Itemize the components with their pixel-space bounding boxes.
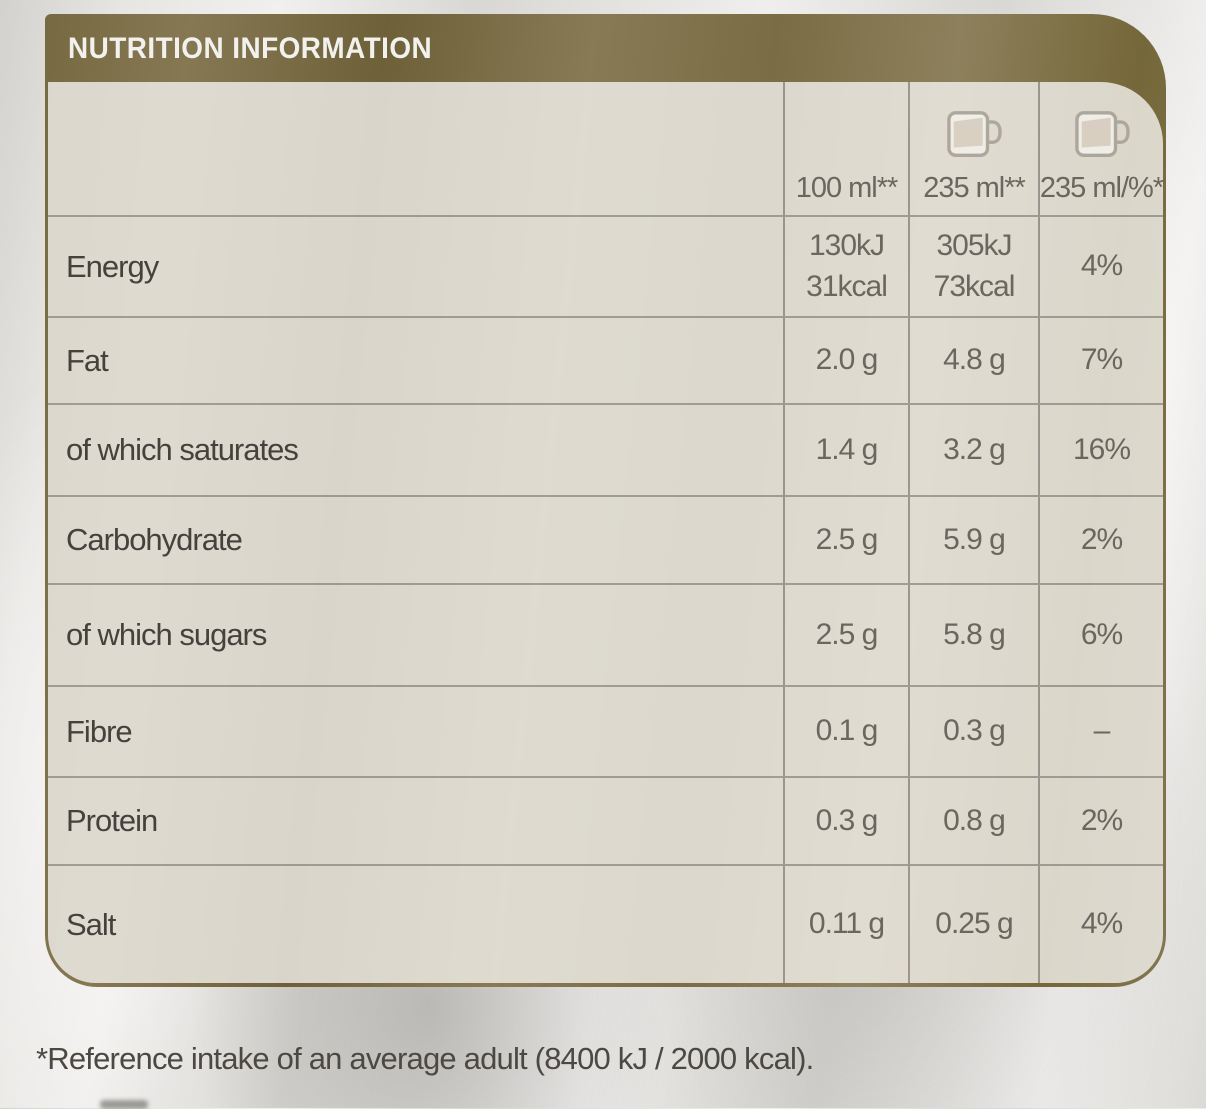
value-per-235ml: 4.8 g bbox=[908, 318, 1038, 405]
column-header-label: 100 ml** bbox=[795, 172, 899, 204]
value-per-100ml: 2.5 g bbox=[783, 497, 908, 585]
nutrient-label: of which sugars bbox=[48, 585, 783, 687]
nutrient-label: Salt bbox=[66, 906, 116, 942]
value-per-235ml: 3.2 g bbox=[908, 405, 1038, 497]
column-header-100ml: 100 ml** bbox=[783, 82, 908, 217]
mug-icon bbox=[947, 111, 1002, 157]
value-per-235ml: 5.8 g bbox=[908, 585, 1038, 687]
value-per-100ml: 0.3 g bbox=[783, 778, 908, 866]
value-ri-percent: 16% bbox=[1038, 405, 1163, 497]
column-header-label: 235 ml/%* bbox=[1039, 172, 1163, 204]
mug-icon bbox=[1074, 111, 1130, 157]
value-per-100ml: 1.4 g bbox=[783, 405, 908, 497]
value-ri-percent: 4% bbox=[1038, 217, 1163, 318]
nutrition-table-body: 100 ml** 235 ml** 235 ml/%* En bbox=[48, 82, 1163, 983]
value-per-100ml: 130kJ 31kcal bbox=[783, 217, 908, 318]
column-header-235ml: 235 ml** bbox=[908, 82, 1038, 217]
value-ri-percent: 2% bbox=[1038, 778, 1163, 866]
value-ri-percent: – bbox=[1038, 687, 1163, 778]
value-per-235ml: 305kJ 73kcal bbox=[908, 217, 1038, 318]
value-per-235ml: 0.8 g bbox=[908, 778, 1038, 866]
cropped-text-artifact bbox=[100, 1100, 148, 1109]
nutrient-label: of which saturates bbox=[48, 405, 783, 497]
value-ri-percent: 2% bbox=[1038, 497, 1163, 585]
column-header-235ml-percent: 235 ml/%* bbox=[1038, 82, 1163, 217]
value-ri-percent: 6% bbox=[1038, 585, 1163, 687]
value-per-100ml: 0.1 g bbox=[783, 687, 908, 778]
reference-intake-footnote: *Reference intake of an average adult (8… bbox=[36, 1041, 814, 1076]
value-per-235ml: 0.25 g bbox=[908, 866, 1038, 983]
column-header-blank bbox=[48, 82, 783, 217]
nutrition-table-title: NUTRITION INFORMATION bbox=[68, 32, 433, 65]
value-per-235ml: 0.3 g bbox=[908, 687, 1038, 778]
value-ri-percent: 7% bbox=[1038, 318, 1163, 405]
value-per-100ml: 0.11 g bbox=[783, 866, 908, 983]
value-per-100ml: 2.5 g bbox=[783, 585, 908, 687]
nutrient-label: Fibre bbox=[48, 687, 783, 778]
value-ri-percent: 4% bbox=[1038, 866, 1163, 983]
nutrient-label: Fat bbox=[48, 318, 783, 405]
value-per-235ml: 5.9 g bbox=[908, 497, 1038, 585]
nutrient-label: Carbohydrate bbox=[48, 497, 783, 585]
column-header-label: 235 ml** bbox=[923, 172, 1026, 204]
nutrient-label: Protein bbox=[48, 778, 783, 866]
value-per-100ml: 2.0 g bbox=[783, 318, 908, 405]
nutrient-label: Energy bbox=[48, 217, 783, 318]
nutrition-table: NUTRITION INFORMATION 100 ml** 235 ml** bbox=[45, 14, 1166, 987]
